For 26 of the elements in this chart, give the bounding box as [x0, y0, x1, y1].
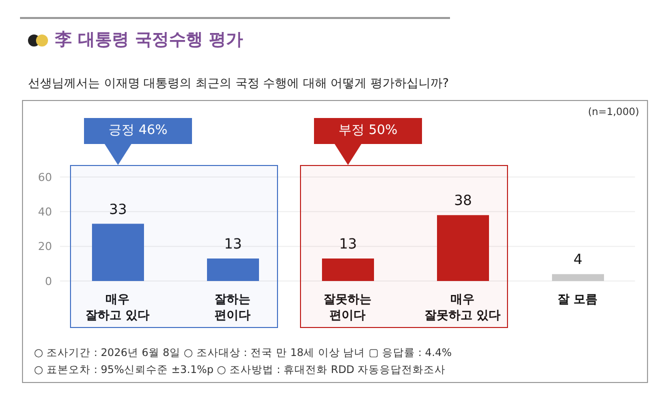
bar — [552, 274, 604, 281]
data-label: 13 — [224, 236, 242, 252]
data-label: 13 — [339, 236, 357, 252]
data-label: 38 — [454, 193, 472, 210]
bar — [437, 215, 489, 281]
chart-subtitle: 선생님께서는 이재명 대통령의 최근의 국정 수행에 대해 어떻게 평가하십니까? — [28, 75, 449, 92]
x-tick-label: 잘못하는 편이다 — [324, 292, 372, 322]
y-tick-label: 20 — [38, 240, 52, 254]
data-label: 4 — [574, 252, 583, 268]
x-tick-label: 잘하는 편이다 — [214, 292, 250, 322]
chart-title: 李 대통령 국정수행 평가 — [55, 29, 243, 51]
data-label: 33 — [109, 202, 127, 218]
bar — [92, 224, 144, 281]
y-tick-label: 40 — [38, 206, 52, 219]
band-label: 긍정 46% — [84, 118, 192, 144]
text: (n=1,000) — [588, 107, 640, 118]
bar — [207, 258, 259, 281]
text: ○ 표본오차 : 95%신뢰수준 ±3.1%p ○ 조사방법 : 휴대전화 RDD 자동응답전화조사 — [34, 363, 446, 377]
x-tick-label: 잘 모름 — [557, 292, 598, 306]
text: ○ 조사기간 : 2026년 6월 8일 ○ 조사대상 : 전국 만 18세 이상 남녀 ▢ 응답률 : 4.4% — [34, 346, 452, 360]
y-tick-label: 60 — [38, 170, 52, 184]
band-label: 부정 50% — [314, 118, 422, 144]
x-tick-label: 매우 잘못하고 있다 — [424, 292, 501, 322]
y-tick-label: 0 — [45, 274, 52, 288]
bar — [322, 258, 374, 281]
x-tick-label: 매우 잘하고 있다 — [85, 292, 150, 322]
